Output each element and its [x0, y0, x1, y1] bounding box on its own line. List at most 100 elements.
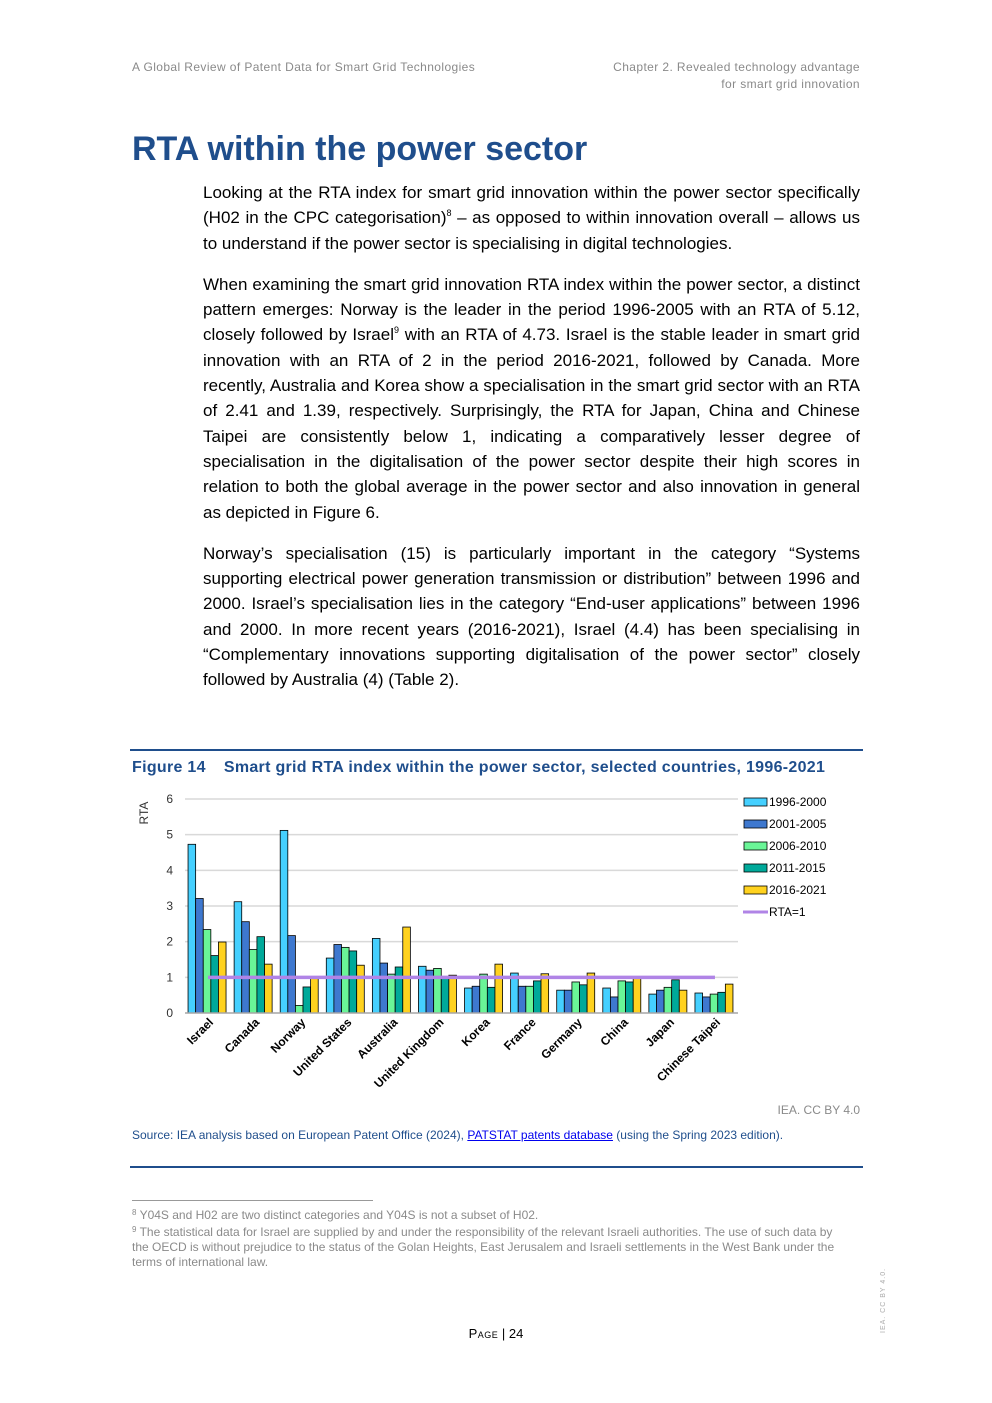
legend-label: 2001-2005 [769, 817, 827, 831]
bar-2016-2021-United Kingdom [448, 974, 457, 1014]
body-text: Looking at the RTA index for smart grid … [203, 180, 860, 709]
footnote-9: 9 The statistical data for Israel are su… [132, 1225, 852, 1270]
x-tick-label: Norway [268, 1015, 309, 1056]
footnote-separator [132, 1200, 373, 1201]
y-tick-label: 1 [166, 970, 173, 984]
text: When examining the smart grid innovation… [203, 274, 860, 345]
bar-2016-2021-China [632, 977, 642, 1014]
x-tick-label: Korea [459, 1015, 493, 1049]
bar-2006-2010-China [617, 980, 626, 1014]
bar-2011-2015-Chinese Taipei [717, 991, 726, 1014]
text: Looking at the RTA index for smart grid … [203, 183, 860, 228]
footnote-8: 8 Y04S and H02 are two distinct categori… [132, 1208, 852, 1223]
bar-2001-2005-Germany [563, 989, 573, 1014]
text: with an RTA of 4.73. Israel is the stabl… [203, 325, 860, 522]
y-axis-label: RTA [137, 802, 151, 825]
paragraph-3: Norway’s specialisation (15) is particul… [203, 543, 860, 690]
x-tick-label: France [501, 1015, 539, 1053]
bar-2006-2010-United States [341, 946, 350, 1014]
x-tick-label: Japan [643, 1015, 677, 1049]
bar-2011-2015-United Kingdom [440, 976, 450, 1014]
footnote-number: 8 [132, 1208, 137, 1217]
page-number: Page | 24 [0, 1326, 992, 1341]
figure-caption: Smart grid RTA index within the power se… [223, 759, 826, 776]
bar-2016-2021-Norway [310, 976, 319, 1014]
y-tick-label: 0 [166, 1006, 173, 1020]
bar-2011-2015-Norway [302, 986, 312, 1014]
figure-bottom-rule [130, 1166, 863, 1168]
bar-2011-2015-Canada [256, 936, 265, 1014]
legend-label: 1996-2000 [769, 795, 827, 809]
bar-1996-2000-Chinese Taipei [694, 992, 703, 1014]
patstat-link[interactable]: PATSTAT patents database [467, 1128, 613, 1142]
y-tick-label: 2 [166, 935, 173, 949]
bar-1996-2000-China [602, 987, 611, 1014]
bar-2011-2015-Australia [394, 966, 404, 1014]
bar-2011-2015-Korea [486, 986, 496, 1014]
footnote-number: 9 [132, 1225, 137, 1234]
figure-credit: IEA. CC BY 4.0 [777, 1103, 860, 1117]
figure-title: Figure 14 Smart grid RTA index within the… [132, 759, 825, 777]
bar-2011-2015-China [625, 981, 634, 1014]
bar-2001-2005-Australia [379, 962, 388, 1014]
bar-2016-2021-Australia [402, 926, 411, 1014]
running-header-chapter: Chapter 2. Revealed technology advantage… [613, 59, 860, 93]
legend-swatch [743, 885, 768, 895]
bar-2001-2005-Japan [656, 989, 665, 1014]
legend-swatch [743, 819, 768, 829]
paragraph-2: When examining the smart grid innovation… [203, 272, 860, 525]
bar-1996-2000-United Kingdom [418, 965, 427, 1014]
bar-2006-2010-Chinese Taipei [709, 993, 719, 1014]
bar-1996-2000-Korea [464, 987, 473, 1014]
legend-swatch [743, 797, 768, 807]
bar-2011-2015-Japan [671, 979, 680, 1014]
bar-2006-2010-Australia [387, 973, 396, 1014]
legend-swatch [743, 863, 768, 873]
text: – as opposed to within innovation overal… [203, 208, 860, 253]
section-title: RTA within the power sector [132, 130, 588, 168]
bar-1996-2000-Israel [187, 843, 197, 1014]
chapter-line-2: for smart grid innovation [721, 77, 860, 91]
x-tick-label: China [597, 1015, 631, 1049]
paragraph-1: Looking at the RTA index for smart grid … [203, 180, 860, 256]
bar-2006-2010-Japan [663, 986, 673, 1014]
bar-2001-2005-Chinese Taipei [702, 996, 711, 1014]
bar-2006-2010-Korea [479, 973, 488, 1014]
bar-2016-2021-Chinese Taipei [724, 983, 734, 1014]
legend-label: 2016-2021 [769, 883, 827, 897]
y-tick-label: 3 [166, 899, 173, 913]
bar-1996-2000-Norway [279, 829, 289, 1014]
page-number-value: 24 [508, 1326, 524, 1341]
chapter-line-1: Chapter 2. Revealed technology advantage [613, 60, 860, 74]
legend-label: 2006-2010 [769, 839, 827, 853]
figure-number: Figure 14 [132, 759, 206, 776]
bar-2001-2005-Canada [241, 921, 250, 1014]
bar-2001-2005-China [609, 996, 619, 1014]
source-text: Source: IEA analysis based on European P… [132, 1128, 468, 1142]
bar-2011-2015-United States [348, 950, 358, 1014]
figure-source: Source: IEA analysis based on European P… [132, 1128, 822, 1143]
bar-2006-2010-Canada [248, 949, 258, 1014]
bar-2011-2015-Germany [579, 984, 588, 1014]
bar-2016-2021-France [540, 973, 550, 1014]
footnote-ref-9[interactable]: 9 [393, 325, 399, 336]
legend-swatch [743, 841, 768, 851]
bar-2001-2005-Norway [287, 935, 296, 1014]
bar-2006-2010-Germany [571, 981, 580, 1014]
bar-2016-2021-Korea [494, 963, 503, 1014]
side-credit: IEA. CC BY 4.0. [880, 1267, 887, 1333]
bar-2006-2010-France [525, 985, 534, 1014]
footnote-text: Y04S and H02 are two distinct categories… [136, 1208, 539, 1222]
x-tick-label: Canada [222, 1015, 263, 1056]
figure-14: Figure 14 Smart grid RTA index within the… [130, 749, 863, 1142]
source-text: (using the Spring 2023 edition). [612, 1128, 784, 1142]
bar-2011-2015-France [533, 980, 542, 1014]
x-tick-label: Israel [184, 1015, 216, 1047]
x-tick-label: Germany [538, 1015, 585, 1062]
bar-2016-2021-United States [356, 964, 365, 1014]
y-tick-label: 4 [166, 863, 173, 877]
bar-2001-2005-Korea [471, 985, 481, 1014]
bar-2006-2010-Israel [202, 929, 212, 1014]
footnote-ref-8[interactable]: 8 [446, 208, 452, 219]
